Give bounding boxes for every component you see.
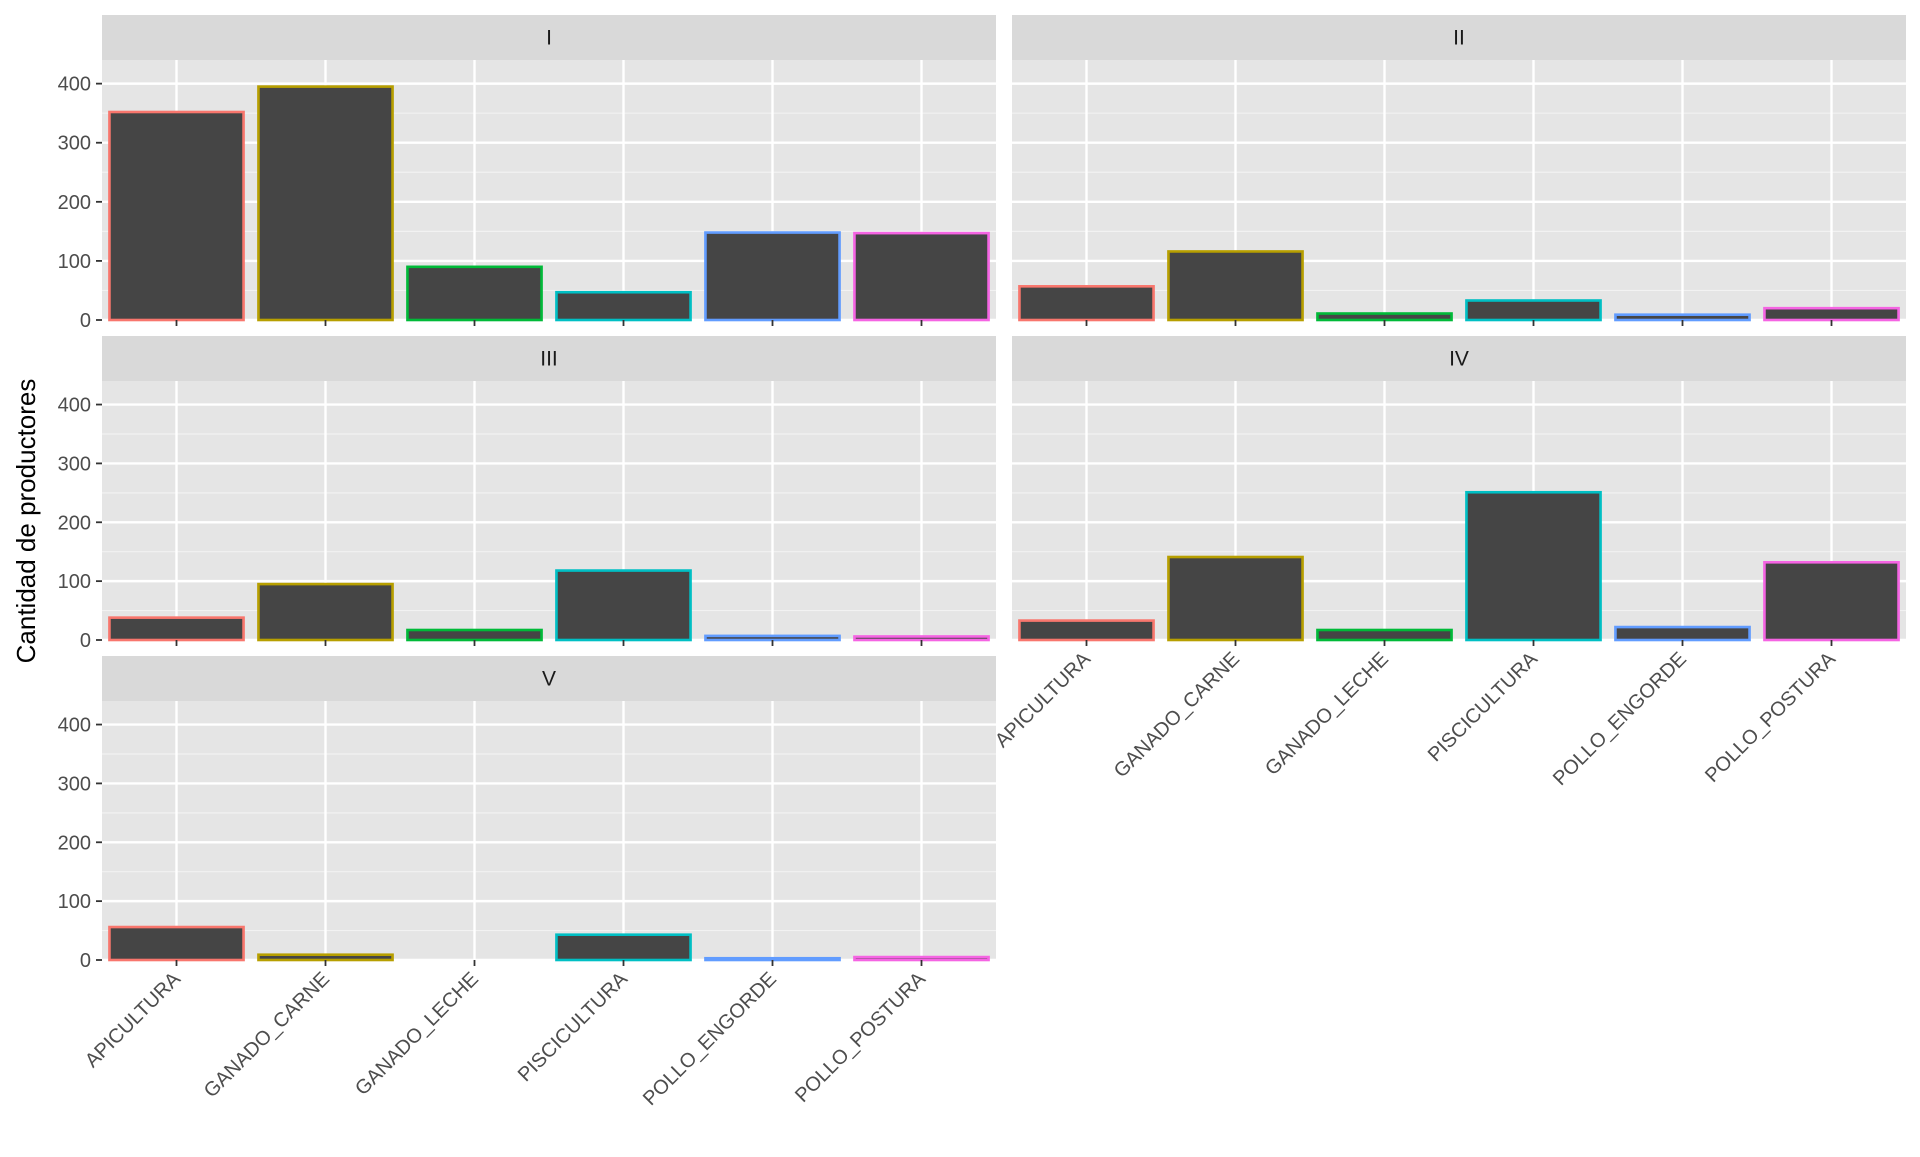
bar-pollo_engorde [704, 231, 841, 322]
x-tick-label: PISCICULTURA [1424, 648, 1543, 767]
x-tick-label: GANADO_LECHE [351, 968, 483, 1100]
panel-strip [102, 656, 996, 701]
y-tick-label: 100 [58, 251, 91, 273]
y-tick-label: 400 [58, 395, 91, 417]
x-tick-label: POLLO_POSTURA [791, 968, 930, 1107]
bar-pollo_postura [1763, 560, 1900, 642]
bar-ganado_carne [1167, 555, 1304, 642]
bar-ganado_carne [257, 582, 394, 642]
bar-pollo_postura [853, 955, 990, 962]
y-tick-label: 300 [58, 453, 91, 475]
panel-strip-label: II [1453, 27, 1465, 50]
bar-pollo_postura [853, 635, 990, 642]
panel-V: V 0 100 200 300 400 APICULTURA GANADO_CARNE GANA… [58, 656, 996, 1110]
panel-strip [1012, 336, 1906, 381]
x-tick-label: GANADO_LECHE [1261, 648, 1393, 780]
bar-pollo_engorde [704, 634, 841, 642]
bar-ganado_leche [1316, 312, 1453, 322]
bar-apicultura [1018, 619, 1155, 642]
panel-strip [102, 15, 996, 60]
panel-strip [102, 336, 996, 381]
bar-pollo_engorde [1614, 313, 1751, 322]
x-tick-label: GANADO_CARNE [200, 968, 334, 1102]
bar-pollo_postura [853, 231, 990, 322]
bar-ganado_leche [406, 265, 543, 322]
bar-pollo_engorde [704, 956, 841, 962]
bar-ganado_carne [257, 85, 394, 322]
bar-pollo_postura [1763, 306, 1900, 322]
x-tick-label: POLLO_ENGORDE [1549, 648, 1691, 790]
panel-background [102, 701, 996, 960]
y-tick-label: 200 [58, 192, 91, 214]
bar-apicultura [1018, 285, 1155, 322]
y-tick-label: 0 [80, 310, 91, 332]
panel-strip-label: I [546, 27, 552, 50]
bar-apicultura [108, 616, 245, 642]
panel-II: II [1012, 15, 1906, 326]
bar-piscicultura [1465, 490, 1602, 642]
y-tick-label: 0 [80, 950, 91, 972]
bar-piscicultura [555, 933, 692, 962]
bar-apicultura [108, 925, 245, 962]
y-tick-label: 200 [58, 832, 91, 854]
bar-apicultura [108, 110, 245, 322]
panel-strip [1012, 15, 1906, 60]
bar-piscicultura [555, 569, 692, 642]
x-tick-label: POLLO_POSTURA [1701, 648, 1840, 787]
x-tick-label: APICULTURA [991, 648, 1096, 753]
panel-background [1012, 60, 1906, 320]
bar-piscicultura [555, 290, 692, 322]
y-tick-label: 300 [58, 773, 91, 795]
x-tick-label: POLLO_ENGORDE [639, 968, 781, 1110]
bar-piscicultura [1465, 299, 1602, 322]
panel-III: III 0 100 200 300 400 [58, 336, 996, 652]
y-tick-label: 100 [58, 571, 91, 593]
bar-ganado_carne [1167, 250, 1304, 322]
y-tick-label: 300 [58, 133, 91, 155]
panel-IV: IV APICULTURA GANADO_CARNE GANADO_LECHE PISC… [991, 336, 1906, 790]
y-axis-title: Cantidad de productores [11, 379, 41, 664]
y-tick-label: 0 [80, 630, 91, 652]
panel-strip-label: IV [1449, 348, 1469, 371]
bar-pollo_engorde [1614, 625, 1751, 642]
panel-background [102, 381, 996, 640]
panel-strip-label: III [540, 348, 558, 371]
x-tick-label: APICULTURA [81, 968, 186, 1073]
y-tick-label: 200 [58, 512, 91, 534]
panel-background [102, 60, 996, 320]
bar-ganado_leche [406, 628, 543, 642]
y-tick-label: 400 [58, 715, 91, 737]
bar-ganado_leche [1316, 628, 1453, 642]
panel-background [1012, 381, 1906, 640]
x-tick-label: PISCICULTURA [514, 968, 633, 1087]
bar-ganado_carne [257, 953, 394, 962]
x-tick-label: GANADO_CARNE [1110, 648, 1244, 782]
panel-I: I 0 100 200 300 400 [58, 15, 996, 332]
y-tick-label: 400 [58, 74, 91, 96]
y-tick-label: 100 [58, 891, 91, 913]
panel-strip-label: V [542, 668, 556, 691]
